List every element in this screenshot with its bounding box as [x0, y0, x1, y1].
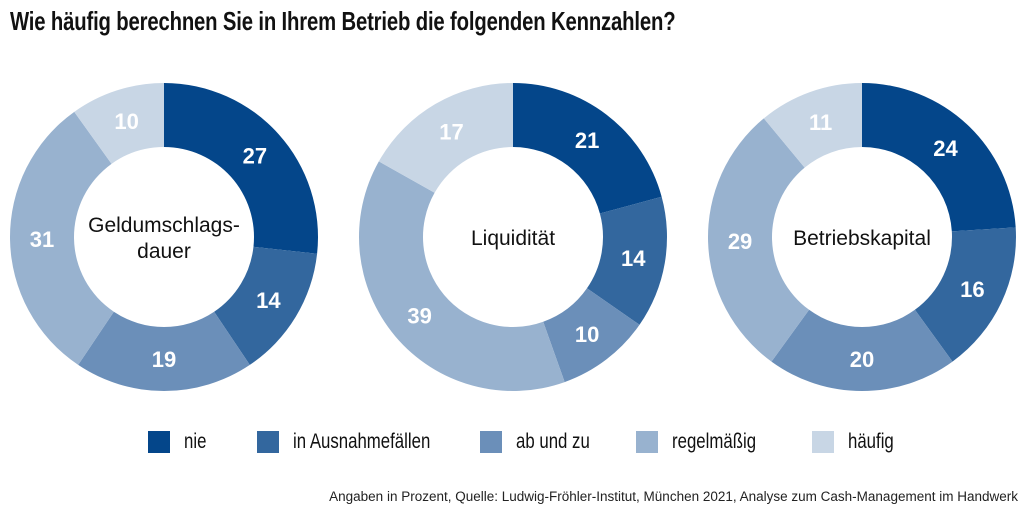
legend-item-nie: nie [148, 430, 212, 454]
donut-segment [378, 83, 513, 193]
data-label: 14 [256, 288, 281, 313]
data-label: 21 [575, 128, 599, 153]
donut-charts: 27 14 19 31 10 Geldumschlags-dauer 21 14 10 39 17 L… [10, 83, 1017, 391]
legend-swatch [148, 431, 170, 453]
legend-item-haeufig: häufig [812, 430, 905, 454]
chart-title: Wie häufig berechnen Sie in Ihrem Betrie… [10, 6, 676, 36]
donut-segment [543, 288, 640, 383]
donut-0: 27 14 19 31 10 Geldumschlags-dauer [10, 83, 318, 391]
legend-swatch [257, 431, 279, 453]
donut-segment [78, 311, 250, 391]
donut-center-label: dauer [137, 240, 191, 263]
donut-1: 21 14 10 39 17 Liquidität [358, 83, 667, 391]
donut-segment [513, 83, 662, 214]
legend-label: regelmäßig [672, 430, 757, 453]
legend-swatch [812, 431, 834, 453]
donut-segment [914, 227, 1017, 362]
donut-center-label: Liquidität [471, 227, 555, 250]
data-label: 10 [114, 109, 138, 134]
donut-segment [214, 246, 318, 365]
donut-segment [708, 118, 810, 362]
data-label: 17 [439, 120, 463, 145]
data-label: 11 [809, 110, 832, 135]
data-label: 39 [407, 304, 431, 329]
legend-swatch [480, 431, 502, 453]
donut-2: 24 16 20 29 11 Betriebskapital [708, 83, 1017, 391]
donut-segment [74, 83, 164, 164]
data-label: 16 [960, 277, 984, 302]
data-label: 10 [575, 322, 599, 347]
donut-segment [586, 196, 667, 325]
data-label: 29 [728, 229, 752, 254]
legend-label: ab und zu [516, 430, 590, 453]
data-label: 31 [30, 227, 54, 252]
donut-segment [862, 83, 1016, 232]
data-label: 19 [152, 347, 176, 372]
legend-item-in-ausnahmefaellen: in Ausnahmefällen [257, 430, 465, 454]
legend-label: nie [184, 430, 207, 453]
donut-segment [358, 161, 565, 391]
donut-center-label: Betriebskapital [793, 227, 931, 250]
donut-segment [164, 83, 318, 254]
donut-center-label: Geldumschlags- [88, 214, 240, 237]
data-label: 14 [621, 246, 646, 271]
data-label: 24 [933, 136, 958, 161]
donut-segment [763, 83, 862, 168]
donut-segment [10, 111, 114, 365]
legend-label: in Ausnahmefällen [293, 430, 431, 453]
legend-swatch [636, 431, 658, 453]
legend-item-regelmaessig: regelmäßig [636, 430, 777, 454]
legend: nie in Ausnahmefällen ab und zu regelmäß… [148, 430, 948, 460]
legend-item-ab-und-zu: ab und zu [480, 430, 608, 454]
donut-segment [771, 309, 953, 391]
data-label: 20 [850, 347, 874, 372]
data-label: 27 [243, 144, 267, 169]
legend-label: häufig [848, 430, 894, 453]
source-note: Angaben in Prozent, Quelle: Ludwig-Fröhl… [329, 489, 1018, 504]
